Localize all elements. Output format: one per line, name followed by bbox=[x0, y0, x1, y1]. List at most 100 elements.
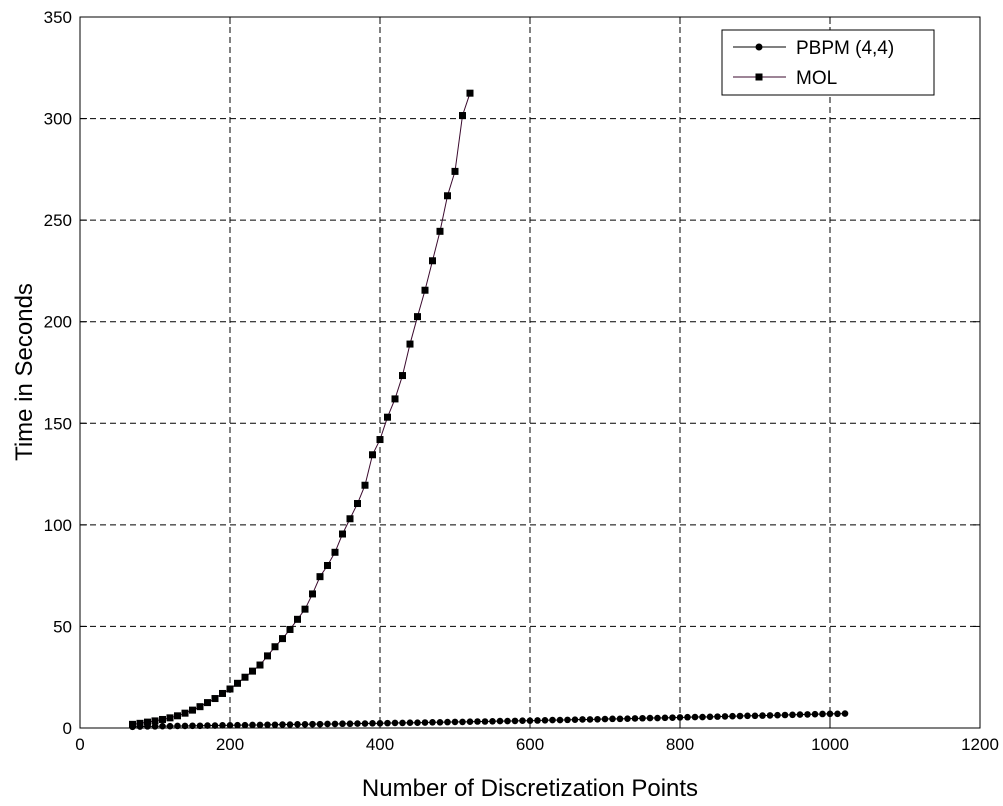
data-point-mol bbox=[151, 717, 159, 725]
data-point-pbpm bbox=[489, 717, 496, 725]
data-point-pbpm bbox=[526, 717, 534, 724]
data-point-pbpm bbox=[586, 716, 594, 723]
data-point-pbpm bbox=[676, 714, 684, 721]
series-mol bbox=[129, 89, 474, 728]
data-point-mol bbox=[159, 715, 166, 723]
data-point-pbpm bbox=[309, 720, 316, 728]
data-point-pbpm bbox=[324, 720, 331, 728]
data-point-pbpm bbox=[271, 721, 279, 729]
data-point-mol bbox=[361, 481, 369, 489]
data-point-pbpm bbox=[436, 719, 444, 726]
data-point-mol bbox=[219, 689, 226, 697]
data-point-pbpm bbox=[789, 711, 796, 719]
data-point-pbpm bbox=[511, 717, 519, 725]
data-point-pbpm bbox=[399, 719, 406, 727]
y-tick-label: 0 bbox=[63, 719, 72, 738]
data-point-pbpm bbox=[474, 718, 481, 725]
data-point-pbpm bbox=[234, 721, 241, 729]
data-point-mol bbox=[294, 615, 301, 623]
data-point-pbpm bbox=[541, 716, 549, 724]
data-point-pbpm bbox=[459, 718, 466, 726]
data-point-pbpm bbox=[684, 713, 691, 721]
data-point-mol bbox=[271, 643, 279, 651]
data-point-pbpm bbox=[564, 716, 571, 724]
x-tick-label: 1000 bbox=[811, 735, 849, 754]
data-point-mol bbox=[144, 718, 151, 726]
data-point-pbpm bbox=[151, 723, 159, 730]
data-point-mol bbox=[136, 719, 144, 727]
data-point-pbpm bbox=[219, 722, 226, 729]
legend-label-pbpm: PBPM (4,4) bbox=[796, 38, 894, 59]
data-point-pbpm bbox=[594, 715, 601, 723]
data-point-mol bbox=[406, 340, 414, 348]
data-point-pbpm bbox=[451, 718, 459, 726]
data-point-pbpm bbox=[301, 721, 309, 728]
data-point-mol bbox=[174, 712, 181, 720]
data-point-mol bbox=[414, 313, 421, 321]
x-tick-label: 400 bbox=[366, 735, 394, 754]
x-tick-label: 0 bbox=[75, 735, 84, 754]
data-point-mol bbox=[324, 561, 331, 569]
x-axis-title: Number of Discretization Points bbox=[362, 775, 698, 802]
y-axis-title: Time in Seconds bbox=[11, 283, 38, 461]
y-tick-label: 200 bbox=[44, 313, 72, 332]
data-point-pbpm bbox=[226, 722, 234, 729]
data-point-mol bbox=[444, 192, 451, 200]
data-point-mol bbox=[256, 661, 264, 669]
data-point-pbpm bbox=[181, 722, 189, 730]
data-point-pbpm bbox=[211, 722, 219, 729]
data-point-pbpm bbox=[796, 711, 804, 718]
data-point-pbpm bbox=[331, 720, 339, 728]
y-tick-label: 350 bbox=[44, 8, 72, 27]
data-point-mol bbox=[459, 112, 466, 120]
data-point-pbpm bbox=[414, 719, 421, 727]
x-tick-label: 200 bbox=[216, 735, 244, 754]
data-point-mol bbox=[384, 413, 391, 421]
data-point-pbpm bbox=[609, 715, 616, 723]
data-point-pbpm bbox=[204, 722, 211, 729]
data-point-pbpm bbox=[279, 721, 286, 728]
data-point-pbpm bbox=[721, 713, 729, 720]
data-point-mol bbox=[286, 625, 294, 633]
data-point-pbpm bbox=[534, 717, 541, 724]
data-point-pbpm bbox=[196, 722, 204, 730]
data-point-pbpm bbox=[601, 715, 609, 723]
data-point-pbpm bbox=[429, 719, 436, 726]
data-point-mol bbox=[309, 590, 316, 598]
data-point-mol bbox=[129, 720, 136, 728]
data-point-pbpm bbox=[706, 713, 714, 721]
data-point-pbpm bbox=[766, 712, 774, 719]
data-point-pbpm bbox=[519, 717, 526, 724]
data-point-pbpm bbox=[774, 711, 781, 719]
data-point-pbpm bbox=[481, 718, 489, 725]
data-point-mol bbox=[316, 573, 324, 581]
data-point-pbpm bbox=[661, 714, 669, 722]
data-point-mol bbox=[354, 500, 361, 508]
data-point-pbpm bbox=[616, 715, 624, 723]
series-layer bbox=[129, 89, 849, 731]
data-point-pbpm bbox=[504, 717, 511, 725]
data-point-mol bbox=[234, 679, 241, 687]
data-point-pbpm bbox=[384, 719, 391, 727]
data-point-pbpm bbox=[699, 713, 706, 721]
data-point-pbpm bbox=[826, 710, 834, 718]
data-point-mol bbox=[264, 652, 271, 660]
data-point-mol bbox=[436, 227, 444, 235]
data-point-pbpm bbox=[256, 721, 264, 729]
data-point-pbpm bbox=[834, 710, 841, 718]
data-point-mol bbox=[189, 706, 196, 714]
data-point-mol bbox=[226, 685, 234, 693]
data-point-mol bbox=[346, 515, 354, 523]
data-point-pbpm bbox=[189, 722, 196, 730]
data-point-pbpm bbox=[444, 718, 451, 726]
data-point-pbpm bbox=[819, 710, 826, 718]
data-point-mol bbox=[331, 548, 339, 556]
data-point-pbpm bbox=[346, 720, 354, 728]
series-pbpm bbox=[129, 710, 849, 731]
data-point-mol bbox=[429, 257, 436, 265]
data-point-mol bbox=[399, 372, 406, 380]
data-point-pbpm bbox=[159, 722, 166, 730]
data-point-pbpm bbox=[496, 717, 504, 725]
data-point-mol bbox=[451, 167, 459, 175]
data-point-pbpm bbox=[249, 721, 256, 729]
